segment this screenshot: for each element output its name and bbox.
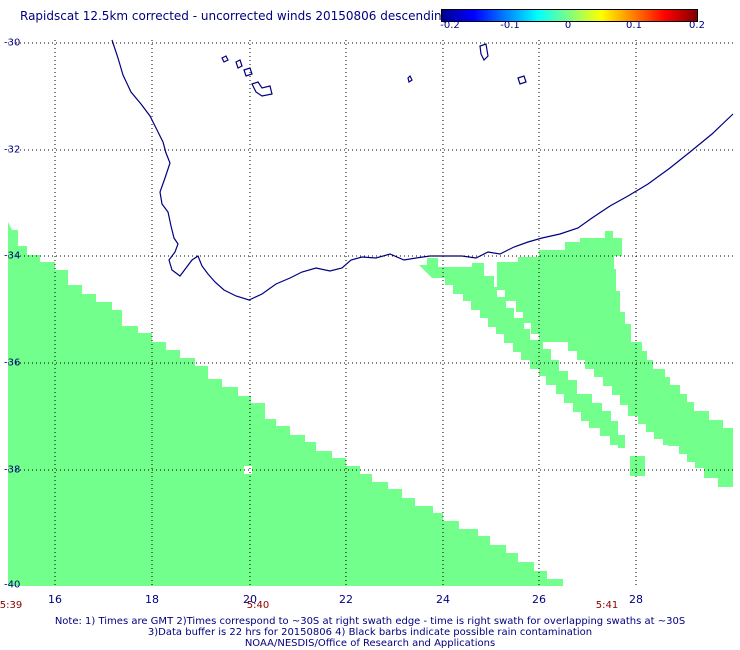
island <box>243 67 253 77</box>
lat-label: -38 <box>4 464 21 476</box>
footnote-line-2: 3)Data buffer is 22 hrs for 20150806 4) … <box>147 627 593 638</box>
lon-label: 26 <box>532 593 546 606</box>
lat-label: -34 <box>4 250 21 262</box>
lat-label: -32 <box>4 144 21 156</box>
swath-east <box>497 231 733 487</box>
colorbar-tick: -0.1 <box>500 20 520 31</box>
lon-label: 22 <box>339 593 353 606</box>
island <box>407 74 413 83</box>
time-label: 5:41 <box>595 600 619 611</box>
footnote-line-1: Note: 1) Times are GMT 2)Times correspon… <box>54 616 686 627</box>
colorbar-tick: -0.2 <box>440 20 460 31</box>
colorbar-tick: 0 <box>564 20 572 31</box>
time-label: 5:39 <box>0 600 23 611</box>
coastline-layer <box>111 39 734 301</box>
grid-layer <box>8 40 733 586</box>
swath-layer <box>8 222 733 586</box>
map-title: Rapidscat 12.5km corrected - uncorrected… <box>20 9 450 23</box>
footnote-credit: NOAA/NESDIS/Office of Research and Appli… <box>244 638 496 649</box>
swath-middle <box>419 258 625 448</box>
lon-label: 16 <box>48 593 62 606</box>
lon-label: 18 <box>145 593 159 606</box>
time-label: 5:40 <box>246 600 270 611</box>
lon-label: 20 <box>243 593 257 606</box>
swath-east-notch <box>630 456 645 476</box>
island <box>251 81 273 97</box>
swath-west <box>8 222 563 586</box>
lat-label: -36 <box>4 357 21 369</box>
lat-label: -40 <box>4 579 21 591</box>
lon-label: 24 <box>436 593 450 606</box>
coastline <box>111 39 734 301</box>
lon-label: 28 <box>629 593 643 606</box>
island <box>235 59 243 69</box>
island <box>517 75 527 85</box>
lat-label: -30 <box>4 37 21 49</box>
colorbar <box>441 9 698 22</box>
island <box>221 55 229 63</box>
colorbar-tick: 0.2 <box>689 20 705 31</box>
island <box>479 43 489 62</box>
colorbar-tick: 0.1 <box>626 20 642 31</box>
